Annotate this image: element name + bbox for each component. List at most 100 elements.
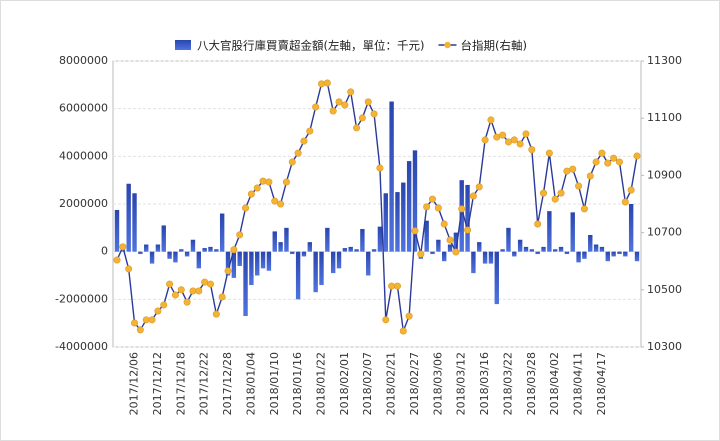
bar [342,248,348,252]
bar [214,249,219,252]
point [464,226,472,234]
bar [231,251,237,278]
x-tick-label: 2018/04/17 [595,352,608,415]
point [154,307,162,315]
bar [313,251,318,293]
point [615,158,623,166]
point [119,243,127,251]
bar [447,244,453,252]
y-tick-label: 6000000 [59,102,108,115]
point [300,137,308,145]
y2-tick-label: 11100 [647,111,682,124]
bar [301,251,307,257]
y2-tick-label: 11300 [647,54,682,67]
point [458,205,466,213]
bar [564,251,570,255]
bar [307,242,313,252]
point [306,127,314,135]
point [528,146,536,154]
bar [529,249,535,252]
bar [611,251,616,257]
point [411,227,419,235]
bar [547,211,552,252]
point [288,158,296,166]
point [131,319,139,327]
bar [272,231,277,252]
bar [383,193,388,252]
point [429,195,437,203]
point [522,130,530,138]
point [265,178,273,186]
bar [208,246,213,252]
point [504,138,512,146]
y-tick-label: 4000000 [59,149,108,162]
bar [588,234,593,252]
bar [593,244,599,252]
point [586,172,594,180]
point [393,282,401,290]
bar [138,251,143,255]
bar [459,180,464,252]
bar [488,251,494,264]
point [236,231,244,239]
point [563,167,571,175]
bar [628,204,634,252]
point [627,186,635,194]
point [142,316,150,324]
x-tick-label: 2018/01/10 [268,352,281,415]
bar [599,246,605,252]
x-tick-label: 2018/02/27 [408,352,421,415]
bar [436,239,441,252]
bar [465,184,470,252]
y-tick-label: -4000000 [55,340,108,353]
x-tick-label: 2018/04/02 [548,352,561,415]
point [610,154,618,162]
bar [179,249,184,252]
bar [366,251,371,276]
bar [319,251,324,286]
bar [149,251,155,264]
point [242,204,250,212]
legend-label: 八大官股行庫買賣超金額(左軸，單位：千元) [197,39,424,53]
point [277,200,285,208]
y2-tick-label: 10900 [647,168,682,181]
bar [634,251,640,262]
bar [441,251,447,262]
x-tick-label: 2018/03/28 [525,352,538,415]
bar [623,251,628,257]
bar [406,161,412,252]
bar [506,227,511,252]
point [592,158,600,166]
point [452,248,460,256]
bar [126,183,131,252]
bar [430,251,435,255]
bar [471,251,476,274]
bar [260,251,266,269]
bar [237,251,242,266]
x-tick-label: 2018/02/07 [361,352,374,415]
x-tick-label: 2017/12/06 [128,352,141,415]
point [353,124,361,132]
point [201,278,209,286]
bar [371,249,377,252]
point [195,287,203,295]
point [189,287,197,295]
x-tick-label: 2018/02/21 [385,352,398,415]
bar [219,213,225,252]
y-tick-label: 2000000 [59,197,108,210]
point [376,164,384,172]
point [113,256,121,264]
legend: 八大官股行庫買賣超金額(左軸，單位：千元) 台指期(右軸) [175,39,527,53]
y-tick-label: -2000000 [55,292,108,305]
point [534,220,542,228]
point [247,190,255,198]
bar [348,246,353,252]
point [364,98,372,106]
bar [144,244,149,252]
point [230,246,238,254]
bar [161,225,166,252]
y2-tick-label: 10500 [647,283,682,296]
x-tick-label: 2017/12/18 [174,352,187,415]
